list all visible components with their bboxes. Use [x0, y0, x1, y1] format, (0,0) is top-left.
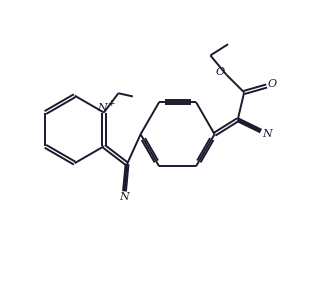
Text: O: O: [268, 79, 277, 89]
Text: N: N: [120, 192, 130, 202]
Text: O: O: [215, 67, 224, 77]
Text: N: N: [98, 103, 107, 113]
Text: N: N: [262, 129, 272, 139]
Text: +: +: [107, 99, 115, 108]
